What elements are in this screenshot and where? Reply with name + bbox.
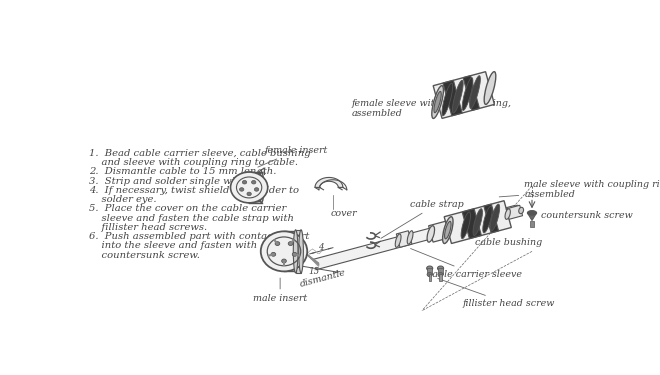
Ellipse shape (261, 231, 308, 272)
Polygon shape (484, 204, 498, 233)
Ellipse shape (275, 242, 280, 246)
Ellipse shape (462, 78, 473, 110)
Polygon shape (506, 205, 523, 219)
Ellipse shape (519, 207, 523, 214)
Polygon shape (462, 209, 481, 238)
Ellipse shape (254, 188, 259, 191)
Text: 1.  Bead cable carrier sleeve, cable bushing: 1. Bead cable carrier sleeve, cable bush… (88, 149, 310, 158)
Text: cable bushing: cable bushing (457, 230, 543, 248)
Ellipse shape (453, 80, 463, 113)
Bar (427, 268, 432, 274)
Text: female insert: female insert (258, 146, 328, 167)
Text: 4.  If necessary, twist shield and solder to: 4. If necessary, twist shield and solder… (88, 186, 299, 195)
Ellipse shape (292, 252, 297, 256)
Text: cable carrier sleeve: cable carrier sleeve (411, 249, 522, 279)
Ellipse shape (482, 206, 492, 233)
Bar (531, 220, 533, 227)
Text: 3.  Strip and solder single wires.: 3. Strip and solder single wires. (88, 177, 253, 186)
Ellipse shape (432, 86, 444, 118)
Text: sleeve and fasten the cable strap with: sleeve and fasten the cable strap with (88, 214, 294, 223)
Bar (440, 274, 442, 280)
Polygon shape (315, 177, 343, 188)
Ellipse shape (259, 172, 264, 203)
Polygon shape (396, 231, 412, 248)
Ellipse shape (445, 221, 451, 239)
Ellipse shape (490, 204, 500, 231)
Ellipse shape (438, 273, 444, 276)
Text: strip: strip (282, 251, 304, 260)
Text: into the sleeve and fasten with: into the sleeve and fasten with (88, 242, 257, 250)
Ellipse shape (527, 210, 537, 215)
Ellipse shape (240, 188, 244, 191)
Bar (296, 230, 301, 273)
Ellipse shape (461, 212, 471, 239)
Ellipse shape (513, 205, 520, 216)
Text: solder eye.: solder eye. (88, 195, 156, 204)
Polygon shape (433, 72, 494, 118)
Ellipse shape (271, 252, 276, 256)
Text: cover: cover (331, 209, 357, 218)
Text: female sleeve with coupling ring,
assembled: female sleeve with coupling ring, assemb… (351, 84, 512, 118)
Text: fillister head screw: fillister head screw (438, 279, 554, 308)
Text: 5.  Place the cover on the cable carrier: 5. Place the cover on the cable carrier (88, 204, 286, 213)
Text: and sleeve with coupling ring to cable.: and sleeve with coupling ring to cable. (88, 158, 298, 167)
Text: male insert: male insert (253, 278, 308, 303)
Text: male sleeve with coupling ring,
assembled: male sleeve with coupling ring, assemble… (499, 180, 660, 199)
Ellipse shape (251, 180, 256, 184)
Bar (284, 231, 300, 272)
Ellipse shape (434, 92, 442, 113)
Ellipse shape (282, 259, 286, 263)
Ellipse shape (473, 209, 482, 236)
Polygon shape (527, 213, 537, 220)
Ellipse shape (426, 266, 433, 271)
Ellipse shape (505, 209, 510, 219)
Ellipse shape (288, 242, 293, 246)
Bar (428, 274, 431, 280)
Ellipse shape (427, 226, 434, 242)
Text: countersunk screw.: countersunk screw. (88, 251, 199, 260)
Polygon shape (428, 220, 453, 242)
Ellipse shape (247, 192, 251, 196)
Text: 15: 15 (308, 267, 319, 276)
Ellipse shape (470, 76, 480, 108)
Text: 4: 4 (317, 243, 323, 252)
Text: 2.  Dismantle cable to 15 mm length.: 2. Dismantle cable to 15 mm length. (88, 167, 276, 176)
Ellipse shape (395, 234, 401, 248)
Bar (249, 172, 261, 203)
Polygon shape (443, 80, 462, 116)
Polygon shape (463, 76, 479, 110)
Ellipse shape (442, 83, 453, 116)
Ellipse shape (443, 217, 453, 243)
Polygon shape (444, 201, 512, 243)
Text: countersunk screw: countersunk screw (541, 211, 633, 220)
Ellipse shape (299, 230, 304, 273)
Ellipse shape (438, 266, 444, 271)
Ellipse shape (447, 220, 454, 237)
Text: 6.  Push assembled part with contact insert: 6. Push assembled part with contact inse… (88, 232, 309, 241)
Polygon shape (314, 206, 518, 270)
Ellipse shape (407, 231, 413, 244)
Text: fillister head screws.: fillister head screws. (88, 223, 207, 232)
Text: dismantle: dismantle (298, 268, 346, 289)
Ellipse shape (484, 72, 496, 104)
Ellipse shape (427, 273, 432, 276)
Ellipse shape (242, 180, 247, 184)
Text: cable strap: cable strap (381, 200, 463, 238)
Ellipse shape (296, 231, 302, 272)
Ellipse shape (293, 230, 298, 273)
Bar (438, 268, 444, 274)
Ellipse shape (230, 172, 268, 203)
